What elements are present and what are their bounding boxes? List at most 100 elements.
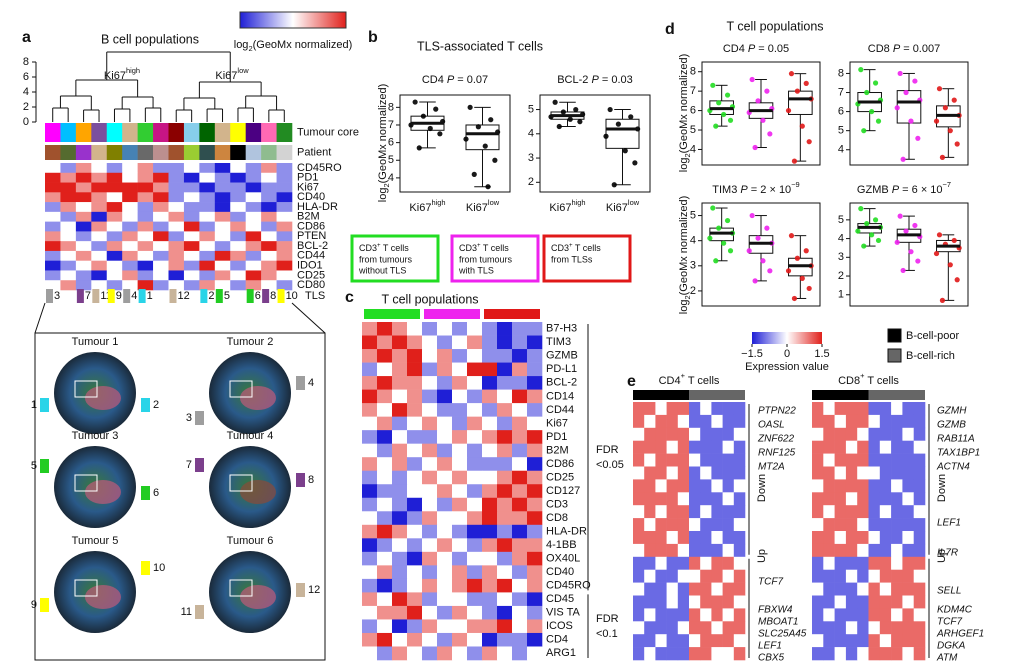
heatmap-cell xyxy=(722,608,735,622)
heatmap-cell xyxy=(722,453,735,467)
row-label: GZMB xyxy=(546,350,578,362)
annotation-cell xyxy=(168,123,185,142)
heatmap-cell xyxy=(377,578,393,593)
heatmap-cell xyxy=(482,538,498,553)
heatmap-cell xyxy=(75,221,92,232)
heatmap-cell xyxy=(467,565,483,580)
heatmap-cell xyxy=(845,543,858,558)
heatmap-cell xyxy=(913,479,926,493)
zoom-line xyxy=(291,302,326,334)
heatmap-cell xyxy=(60,163,77,174)
heatmap-cell xyxy=(437,403,453,417)
heatmap-cell xyxy=(482,578,498,593)
heatmap-cell xyxy=(467,619,483,634)
data-point xyxy=(463,136,469,142)
heatmap-cell xyxy=(482,511,498,526)
heatmap-cell xyxy=(655,518,667,532)
heatmap-cell xyxy=(199,192,216,203)
y-tick-label: 4 xyxy=(838,232,844,244)
heatmap-cell xyxy=(722,543,735,558)
heatmap-cell xyxy=(482,551,498,566)
heatmap-cell xyxy=(902,621,914,635)
heatmap-cell xyxy=(422,524,438,539)
heatmap-cell xyxy=(422,605,438,620)
heatmap-cell xyxy=(733,531,746,545)
heatmap-cell xyxy=(834,427,847,441)
data-point xyxy=(603,133,609,139)
heatmap-cell xyxy=(362,619,378,634)
heatmap-cell xyxy=(137,163,154,174)
heatmap-cell xyxy=(392,538,408,553)
heatmap-cell xyxy=(633,518,645,532)
heatmap-cell xyxy=(527,538,543,553)
data-point xyxy=(749,212,755,219)
y-tick-label: 4 xyxy=(528,128,534,140)
heatmap-cell xyxy=(168,221,185,232)
heatmap-cell xyxy=(711,479,723,493)
gene-label: SELL xyxy=(937,586,961,597)
heatmap-cell xyxy=(91,221,108,232)
heatmap-cell xyxy=(633,402,645,416)
heatmap-cell xyxy=(422,349,438,363)
heatmap-cell xyxy=(497,551,513,566)
heatmap-cell xyxy=(812,647,824,661)
text-part: high xyxy=(431,198,445,207)
heatmap-cell xyxy=(879,556,892,570)
region-swatch xyxy=(40,598,49,612)
heatmap-cell xyxy=(666,582,679,596)
data-point xyxy=(721,240,727,246)
heatmap-cell xyxy=(137,241,154,252)
text-part: log xyxy=(377,188,389,203)
heatmap-cell xyxy=(527,605,543,620)
heatmap-cell xyxy=(467,403,483,417)
heatmap-cell xyxy=(633,556,645,570)
gene-label: ACTN4 xyxy=(936,462,970,473)
text-part: 2 xyxy=(248,44,252,53)
annotation-cell xyxy=(168,145,185,160)
gene-label: CBX5 xyxy=(758,653,785,664)
heatmap-cell xyxy=(437,376,453,390)
y-tick-label: 2 xyxy=(23,101,29,113)
region-label: 4 xyxy=(308,377,314,389)
heatmap-cell xyxy=(214,270,231,281)
y-tick-label: 5 xyxy=(690,209,696,221)
heatmap-cell xyxy=(45,280,61,291)
heatmap-cell xyxy=(214,231,231,242)
data-point xyxy=(908,249,914,255)
text-part: = 6 × 10 xyxy=(899,184,942,196)
heatmap-cell xyxy=(452,551,468,566)
heatmap-cell xyxy=(527,416,543,431)
annotation-cell xyxy=(122,123,138,142)
heatmap-cell xyxy=(879,518,892,532)
row-label: CD40 xyxy=(297,191,325,203)
heatmap-cell xyxy=(261,182,277,193)
legend-swatch xyxy=(887,348,902,363)
heatmap-cell xyxy=(106,163,123,174)
heatmap-cell xyxy=(857,505,869,519)
heatmap-cell xyxy=(633,453,645,467)
gene-label: ATM xyxy=(936,653,958,664)
heatmap-cell xyxy=(512,538,528,553)
heatmap-cell xyxy=(45,182,61,193)
annotation-cell xyxy=(214,123,231,142)
group-bar xyxy=(364,309,420,319)
heatmap-cell xyxy=(497,457,513,472)
heatmap-cell xyxy=(633,569,645,583)
data-point xyxy=(611,182,617,188)
heatmap-cell xyxy=(891,531,903,545)
heatmap-cell xyxy=(245,250,262,261)
heatmap-cell xyxy=(168,241,185,252)
heatmap-cell xyxy=(913,569,926,583)
heatmap-cell xyxy=(137,172,154,183)
heatmap-cell xyxy=(823,427,835,441)
heatmap-cell xyxy=(711,505,723,519)
heatmap-cell xyxy=(437,457,453,472)
colorbar-tick-label: 1.5 xyxy=(814,348,829,360)
heatmap-cell xyxy=(153,270,169,281)
gene-label: KDM4C xyxy=(937,605,973,616)
heatmap-cell xyxy=(812,595,824,609)
heatmap-cell xyxy=(497,578,513,593)
heatmap-cell xyxy=(362,592,378,607)
heatmap-cell xyxy=(700,595,712,609)
heatmap-cell xyxy=(497,592,513,607)
